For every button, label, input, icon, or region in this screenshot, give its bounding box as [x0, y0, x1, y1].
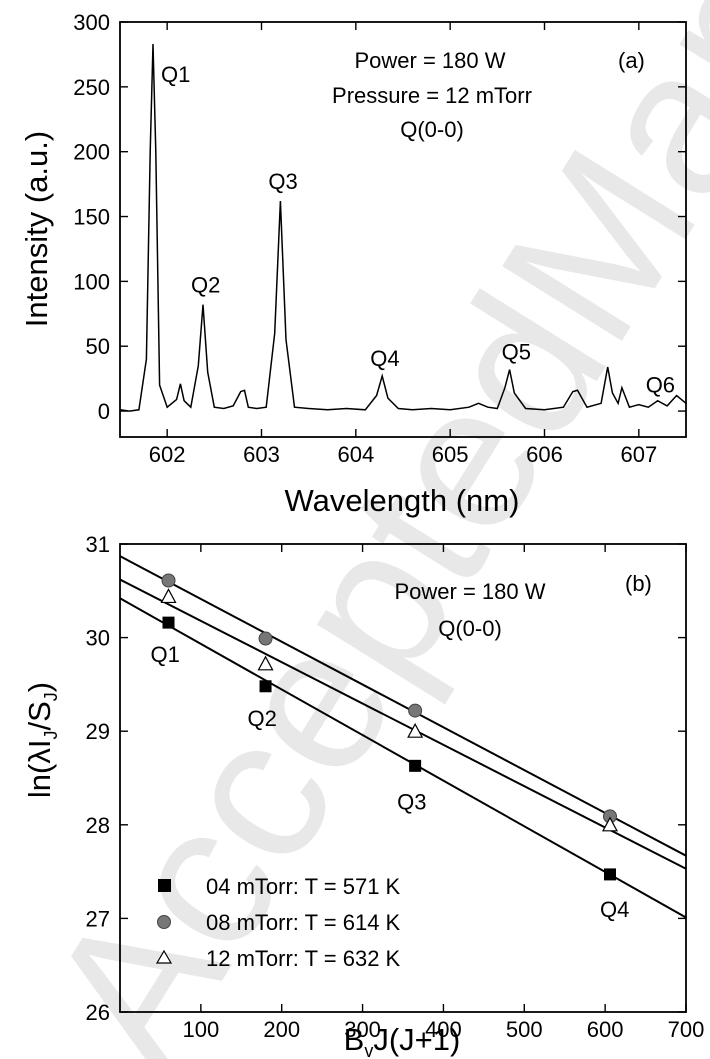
- point-triangle: [407, 722, 424, 738]
- b-xtick-label: 200: [263, 1017, 300, 1042]
- point-circle: [258, 631, 273, 646]
- peak-label-q3: Q3: [268, 169, 297, 194]
- b-xtick-label: 100: [182, 1017, 219, 1042]
- legend-marker-04: [158, 879, 171, 892]
- b-xtick-label: 400: [425, 1017, 462, 1042]
- point-label-q2: Q2: [248, 706, 277, 731]
- a-xtick-label: 604: [337, 442, 374, 467]
- legend-label-12: 12 mTorr: T = 632 K: [206, 946, 401, 971]
- legend-label-04: 04 mTorr: T = 571 K: [206, 874, 401, 899]
- point-label-q4: Q4: [600, 897, 629, 922]
- point-circle: [408, 703, 423, 718]
- panel-a-xlabel: Wavelength (nm): [285, 483, 520, 518]
- fit-line-0: [119, 597, 687, 919]
- a-xtick-label: 607: [620, 442, 657, 467]
- b-ytick-label: 31: [86, 532, 110, 557]
- legend-label-08: 08 mTorr: T = 614 K: [206, 910, 401, 935]
- point-triangle: [257, 655, 274, 671]
- b-ytick-label: 30: [86, 626, 110, 651]
- panel-b-ticks: 100 200 300 400 500 600 700 26 27 28 29 30 31: [86, 532, 705, 1042]
- point-label-q1: Q1: [151, 642, 180, 667]
- ylabel-b-mid: /S: [22, 701, 57, 730]
- annotation-q00-a: Q(0-0): [400, 117, 464, 142]
- point-square: [162, 616, 175, 629]
- point-square: [259, 680, 272, 693]
- point-square: [603, 868, 616, 881]
- legend: 04 mTorr: T = 571 K 08 mTorr: T = 614 K …: [155, 874, 401, 971]
- xlabel-b-rest: J(J+1): [373, 1022, 460, 1057]
- ylabel-b-sub1: J: [41, 731, 61, 740]
- peak-label-q2: Q2: [191, 273, 220, 298]
- a-xtick-label: 603: [243, 442, 280, 467]
- a-ytick-label: 200: [73, 140, 110, 165]
- ylabel-b-end: ): [22, 682, 57, 692]
- point-triangle: [601, 816, 618, 832]
- b-ytick-label: 29: [86, 719, 110, 744]
- panel-b-frame: [119, 543, 687, 1013]
- b-xtick-label: 700: [668, 1017, 705, 1042]
- fit-line-1: [119, 555, 687, 857]
- panel-b-points: [160, 573, 618, 881]
- annotation-pressure-a: Pressure = 12 mTorr: [332, 83, 532, 108]
- b-ytick-label: 26: [86, 1000, 110, 1025]
- b-ytick-label: 28: [86, 813, 110, 838]
- a-ytick-label: 250: [73, 75, 110, 100]
- panel-a-peak-labels: Q1 Q2 Q3 Q4 Q5 Q6: [161, 62, 675, 398]
- a-xtick-label: 605: [432, 442, 469, 467]
- xlabel-b-sub: v: [364, 1041, 373, 1059]
- legend-marker-08: [157, 915, 171, 929]
- annotation-power-b: Power = 180 W: [394, 579, 545, 604]
- panel-a-ylabel: Intensity (a.u.): [19, 131, 54, 327]
- panel-a-frame: [119, 21, 687, 438]
- point-square: [409, 759, 422, 772]
- annotation-power-a: Power = 180 W: [354, 48, 505, 73]
- point-label-q3: Q3: [397, 789, 426, 814]
- spectrum-line: [119, 43, 687, 412]
- point-circle: [161, 573, 176, 588]
- panel-a-ticks: 602 603 604 605 606 607 0 50 100 150 200 250 300: [73, 10, 686, 467]
- panel-a-spectrum: [119, 43, 687, 412]
- a-xtick-label: 606: [526, 442, 563, 467]
- b-xtick-label: 300: [344, 1017, 381, 1042]
- panel-b: 100 200 300 400 500 600 700 26 27 28 29 30 31 Q1 Q2 Q3…: [22, 532, 704, 1059]
- a-ytick-label: 0: [98, 399, 110, 424]
- panel-b-fit-lines: [119, 555, 687, 919]
- b-ytick-label: 27: [86, 906, 110, 931]
- legend-marker-12: [155, 949, 173, 964]
- peak-label-q1: Q1: [161, 62, 190, 87]
- peak-label-q4: Q4: [370, 346, 399, 371]
- ylabel-b-sub2: J: [41, 692, 61, 701]
- a-ytick-label: 50: [86, 334, 110, 359]
- peak-label-q5: Q5: [502, 340, 531, 365]
- a-ytick-label: 300: [73, 10, 110, 35]
- ylabel-b-main: ln(λI: [22, 740, 57, 799]
- panel-b-ylabel: ln(λIJ/SJ): [22, 682, 61, 798]
- annotation-q00-b: Q(0-0): [438, 616, 502, 641]
- xlabel-b-main: B: [344, 1022, 365, 1057]
- panel-b-point-labels: Q1 Q2 Q3 Q4: [151, 642, 630, 922]
- a-xtick-label: 602: [149, 442, 186, 467]
- fit-line-2: [119, 578, 687, 870]
- panel-b-label: (b): [625, 571, 652, 596]
- panel-a-label: (a): [618, 48, 645, 73]
- peak-label-q6: Q6: [646, 373, 675, 398]
- b-xtick-label: 600: [587, 1017, 624, 1042]
- a-ytick-label: 150: [73, 205, 110, 230]
- panel-b-xlabel: BvJ(J+1): [344, 1022, 461, 1059]
- a-ytick-label: 100: [73, 269, 110, 294]
- b-xtick-label: 500: [506, 1017, 543, 1042]
- point-triangle: [160, 588, 177, 604]
